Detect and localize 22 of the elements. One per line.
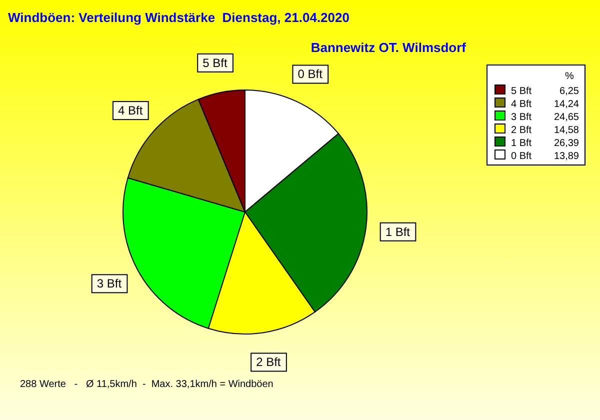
legend-label: 5 Bft [511,86,532,97]
data-label: 6,25 [560,86,580,97]
data-label: 26,39 [554,138,580,149]
slice-label: 3 Bft [96,276,122,291]
text: 288 Werte - Ø 11,5km/h - Max. 33,1km/h = Windböen [20,379,274,390]
data-label: 14,58 [554,125,580,136]
data-label: 14,24 [554,99,580,110]
data-label: 13,89 [554,151,580,162]
slice-label: 0 Bft [298,67,324,82]
legend-label: 2 Bft [511,125,532,136]
chart-subtitle: Bannewitz OT. Wilmsdorf [310,40,467,55]
legend-label: 0 Bft [511,151,532,162]
slice-label: 2 Bft [256,355,282,370]
chart-title: Windböen: Verteilung Windstärke Dienstag, 21.04.2020 [8,10,350,25]
data-label: 24,65 [554,112,580,123]
slice-label: 1 Bft [385,224,411,239]
legend-label: 4 Bft [511,99,532,110]
legend-label: 1 Bft [511,138,532,149]
legend-label: 3 Bft [511,112,532,123]
slice-label: 4 Bft [118,104,144,118]
slice-label: 5 Bft [202,56,228,70]
legend-title: % [565,71,574,82]
